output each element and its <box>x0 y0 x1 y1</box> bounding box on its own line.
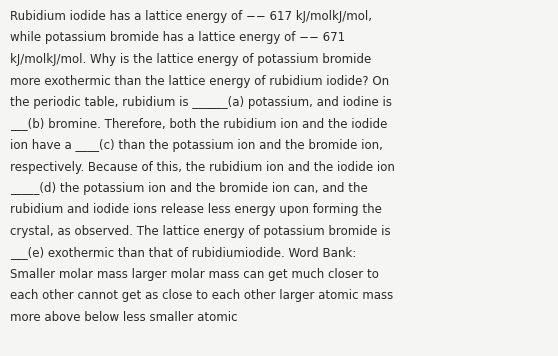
Text: ___(e) exothermic than that of rubidiumiodide. Word Bank:: ___(e) exothermic than that of rubidiumi… <box>10 246 356 260</box>
Text: _____(d) the potassium ion and the bromide ion can, and the: _____(d) the potassium ion and the bromi… <box>10 182 368 195</box>
Text: kJ/molkJ/mol. Why is the lattice energy of potassium bromide: kJ/molkJ/mol. Why is the lattice energy … <box>10 53 371 66</box>
Text: rubidium and iodide ions release less energy upon forming the: rubidium and iodide ions release less en… <box>10 204 382 216</box>
Text: each other cannot get as close to each other larger atomic mass: each other cannot get as close to each o… <box>10 289 393 303</box>
Text: Rubidium iodide has a lattice energy of −− 617 kJ/molkJ/mol,: Rubidium iodide has a lattice energy of … <box>10 10 372 23</box>
Text: more exothermic than the lattice energy of rubidium iodide? On: more exothermic than the lattice energy … <box>10 74 389 88</box>
Text: more above below less smaller atomic: more above below less smaller atomic <box>10 311 238 324</box>
Text: crystal, as observed. The lattice energy of potassium bromide is: crystal, as observed. The lattice energy… <box>10 225 391 238</box>
Text: ion have a ____(c) than the potassium ion and the bromide ion,: ion have a ____(c) than the potassium io… <box>10 139 383 152</box>
Text: ___(b) bromine. Therefore, both the rubidium ion and the iodide: ___(b) bromine. Therefore, both the rubi… <box>10 117 387 131</box>
Text: while potassium bromide has a lattice energy of −− 671: while potassium bromide has a lattice en… <box>10 31 345 44</box>
Text: the periodic table, rubidium is ______(a) potassium, and iodine is: the periodic table, rubidium is ______(a… <box>10 96 392 109</box>
Text: respectively. Because of this, the rubidium ion and the iodide ion: respectively. Because of this, the rubid… <box>10 161 395 173</box>
Text: Smaller molar mass larger molar mass can get much closer to: Smaller molar mass larger molar mass can… <box>10 268 379 281</box>
